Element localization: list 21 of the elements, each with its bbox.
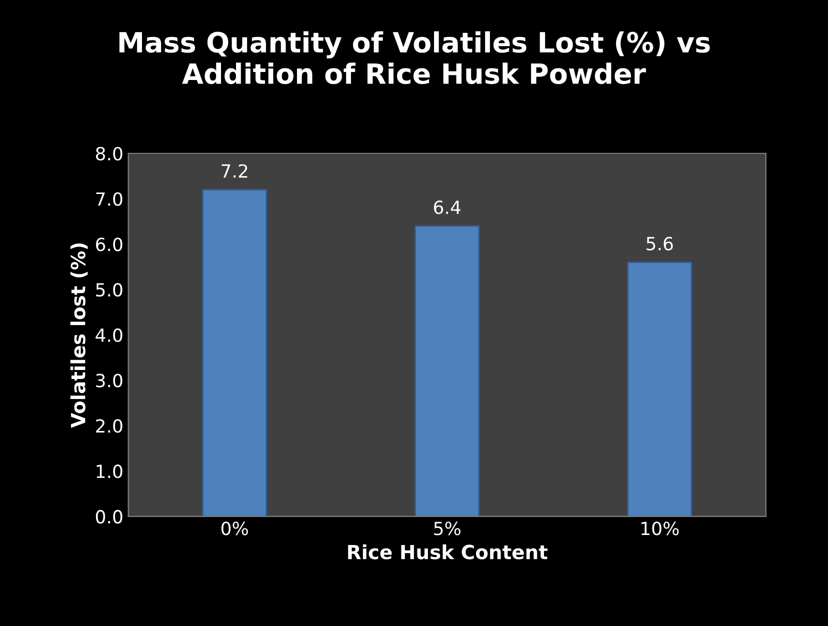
y-tick-label: 5.0 [96, 282, 122, 297]
chart-title: Mass Quantity of Volatiles Lost (%) vs Addition of Rice Husk Powder [119, 31, 710, 84]
y-tick-label: 1.0 [96, 464, 122, 478]
y-tick-label: 2.0 [96, 419, 122, 433]
data-label: 6.4 [434, 200, 460, 214]
bar [414, 225, 480, 516]
y-tick-label: 3.0 [96, 374, 122, 388]
x-axis-title: Rice Husk Content [348, 544, 548, 560]
data-label: 5.6 [646, 236, 673, 250]
bar [627, 262, 692, 516]
y-tick-label: 4.0 [96, 328, 122, 342]
data-label: 7.2 [222, 164, 248, 178]
y-axis-title: Volatiles lost (%) [70, 243, 88, 428]
y-tick-label: 8.0 [96, 146, 122, 160]
x-tick-label: 0% [221, 522, 248, 536]
y-tick-label: 6.0 [96, 238, 122, 252]
bar [202, 188, 268, 516]
x-tick-label: 10% [642, 522, 679, 536]
y-tick-label: 7.0 [96, 192, 122, 206]
x-tick-label: 5% [434, 522, 460, 536]
y-tick-label: 0.0 [96, 510, 122, 524]
